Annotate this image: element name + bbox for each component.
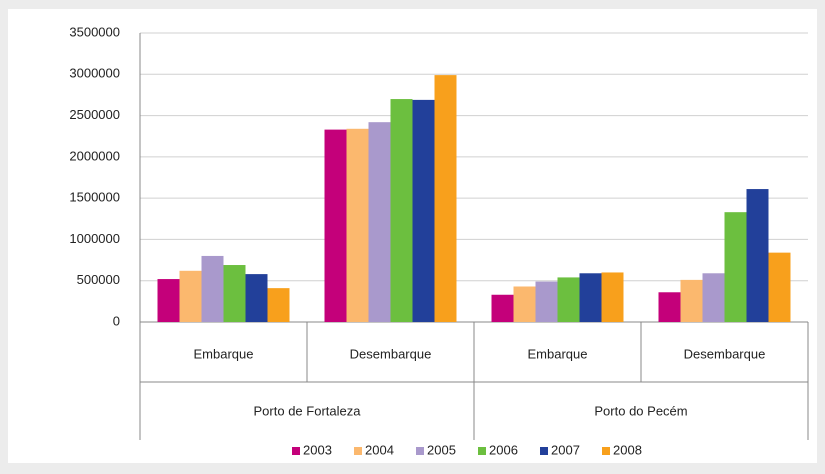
bar	[267, 288, 290, 322]
bar	[513, 286, 536, 322]
legend-swatch	[602, 447, 610, 455]
bar	[491, 294, 514, 322]
legend-label: 2008	[613, 442, 642, 457]
y-tick-label: 3000000	[69, 66, 120, 81]
bar	[324, 129, 347, 322]
bar	[724, 212, 747, 322]
y-tick-label: 3500000	[69, 24, 120, 39]
legend-swatch	[540, 447, 548, 455]
bar	[601, 272, 624, 322]
y-tick-label: 500000	[77, 272, 120, 287]
bar	[768, 252, 791, 322]
legend-swatch	[478, 447, 486, 455]
bar	[368, 122, 391, 322]
y-tick-label: 0	[113, 313, 120, 328]
x-tick-label: Desembarque	[684, 346, 766, 361]
bar	[680, 279, 703, 322]
legend-label: 2007	[551, 442, 580, 457]
bar	[346, 128, 369, 322]
bar	[658, 292, 681, 322]
legend-swatch	[292, 447, 300, 455]
bar	[579, 273, 602, 322]
y-tick-label: 2500000	[69, 107, 120, 122]
bar	[245, 274, 268, 322]
bar	[702, 273, 725, 322]
legend-swatch	[416, 447, 424, 455]
bar	[557, 277, 580, 322]
legend-label: 2006	[489, 442, 518, 457]
group-label: Porto de Fortaleza	[254, 403, 362, 418]
x-tick-label: Desembarque	[350, 346, 432, 361]
x-tick-label: Embarque	[194, 346, 254, 361]
legend-label: 2003	[303, 442, 332, 457]
bar	[412, 99, 435, 322]
y-tick-label: 1000000	[69, 231, 120, 246]
bar	[746, 189, 769, 322]
bar	[535, 281, 558, 322]
x-tick-label: Embarque	[528, 346, 588, 361]
group-label: Porto do Pecém	[594, 403, 687, 418]
bar	[201, 255, 224, 322]
bar	[390, 99, 413, 322]
bar	[157, 279, 180, 322]
bar	[179, 270, 202, 322]
bar	[223, 265, 246, 322]
legend-label: 2004	[365, 442, 394, 457]
legend-label: 2005	[427, 442, 456, 457]
bar	[434, 75, 457, 323]
y-tick-label: 1500000	[69, 190, 120, 205]
y-tick-label: 2000000	[69, 148, 120, 163]
legend-swatch	[354, 447, 362, 455]
